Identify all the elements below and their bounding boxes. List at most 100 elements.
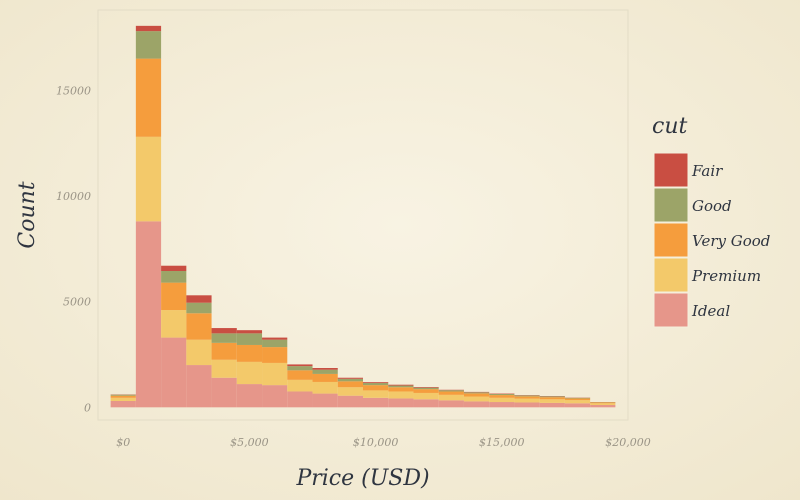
bar-good-bin-16	[514, 395, 540, 397]
bar-ideal-bin-16	[514, 402, 540, 408]
bar-premium-bin-10	[363, 390, 389, 398]
bar-very-good-bin-13	[438, 391, 464, 395]
legend: cut Fair Good Very Good Premium Ideal	[652, 114, 770, 328]
y-axis-title: Count	[15, 181, 40, 248]
legend-swatch-premium	[653, 257, 689, 293]
bar-premium-bin-6	[262, 362, 288, 386]
bar-ideal-bin-1	[135, 221, 162, 408]
bar-premium-bin-9	[337, 387, 363, 396]
bar-premium-bin-12	[413, 392, 439, 400]
bar-very-good-bin-10	[363, 385, 389, 391]
bar-premium-bin-5	[236, 361, 263, 385]
x-tick-label: $5,000	[230, 436, 269, 449]
bar-ideal-bin-4	[211, 377, 237, 408]
bars-layer	[110, 25, 616, 408]
y-tick-label: 10000	[56, 190, 91, 203]
bar-ideal-bin-17	[539, 402, 565, 408]
bar-very-good-bin-4	[211, 342, 237, 360]
bar-premium-bin-18	[564, 400, 591, 404]
bar-premium-bin-8	[312, 381, 338, 394]
bar-ideal-bin-18	[564, 403, 591, 408]
bar-good-bin-10	[363, 383, 389, 386]
bar-very-good-bin-7	[287, 370, 313, 380]
bar-ideal-bin-19	[590, 404, 616, 408]
bar-good-bin-2	[161, 271, 187, 283]
bar-very-good-bin-18	[564, 398, 591, 401]
plot-panel	[97, 9, 629, 421]
bar-ideal-bin-2	[161, 337, 187, 408]
y-tick-label: 0	[84, 401, 91, 414]
bar-good-bin-14	[463, 392, 490, 394]
bar-ideal-bin-8	[312, 393, 338, 408]
bar-premium-bin-17	[539, 399, 565, 403]
bar-fair-bin-12	[413, 387, 439, 388]
y-tick-label: 15000	[56, 84, 91, 97]
bar-ideal-bin-3	[186, 365, 212, 408]
bar-fair-bin-11	[388, 384, 414, 386]
bar-premium-bin-16	[514, 398, 540, 403]
bar-premium-bin-15	[489, 397, 515, 403]
bar-premium-bin-3	[186, 339, 212, 366]
bar-ideal-bin-12	[413, 399, 439, 408]
bar-fair-bin-5	[236, 330, 263, 334]
bar-very-good-bin-0	[110, 395, 136, 398]
bar-good-bin-17	[539, 396, 565, 398]
bar-good-bin-11	[388, 385, 414, 388]
legend-label-fair: Fair	[691, 162, 723, 180]
bar-good-bin-5	[236, 333, 263, 345]
legend-label-very-good: Very Good	[692, 232, 770, 250]
bar-fair-bin-4	[211, 328, 237, 334]
bar-very-good-bin-9	[337, 381, 363, 388]
legend-label-ideal: Ideal	[691, 302, 730, 320]
bar-ideal-bin-0	[110, 400, 136, 408]
bar-fair-bin-2	[161, 265, 187, 272]
x-tick-label: $15,000	[479, 436, 525, 449]
bar-good-bin-0	[110, 394, 136, 396]
bar-ideal-bin-11	[388, 398, 414, 408]
bar-good-bin-12	[413, 387, 439, 390]
bar-good-bin-1	[135, 31, 162, 59]
x-axis-ticks: $0 $5,000 $10,000 $15,000 $20,000	[116, 436, 651, 449]
legend-swatch-ideal	[653, 292, 689, 328]
bar-very-good-bin-6	[262, 347, 288, 363]
bar-fair-bin-1	[135, 25, 162, 32]
bar-ideal-bin-5	[236, 384, 263, 408]
bar-good-bin-15	[489, 394, 515, 396]
bar-premium-bin-13	[438, 394, 464, 401]
bar-fair-bin-8	[312, 368, 338, 370]
legend-swatch-fair	[653, 152, 689, 188]
bar-very-good-bin-11	[388, 387, 414, 392]
bar-good-bin-3	[186, 302, 212, 314]
bar-premium-bin-0	[110, 397, 136, 401]
y-tick-label: 5000	[63, 296, 91, 309]
bar-very-good-bin-3	[186, 313, 212, 340]
bar-ideal-bin-6	[262, 385, 288, 408]
x-tick-label: $20,000	[605, 436, 651, 449]
bar-fair-bin-7	[287, 364, 313, 367]
bar-good-bin-18	[564, 397, 591, 399]
bar-fair-bin-9	[337, 377, 363, 379]
bar-very-good-bin-17	[539, 397, 565, 400]
bar-fair-bin-3	[186, 295, 212, 303]
bar-very-good-bin-8	[312, 373, 338, 382]
bar-good-bin-4	[211, 333, 237, 343]
x-tick-label: $10,000	[353, 436, 399, 449]
bar-ideal-bin-7	[287, 391, 313, 408]
x-axis-title: Price (USD)	[295, 466, 429, 491]
bar-ideal-bin-14	[463, 401, 490, 408]
bar-premium-bin-14	[463, 396, 490, 402]
bar-premium-bin-4	[211, 359, 237, 378]
bar-premium-bin-7	[287, 379, 313, 392]
x-tick-label: $0	[116, 436, 130, 449]
bar-good-bin-8	[312, 369, 338, 374]
bar-very-good-bin-16	[514, 396, 540, 399]
bar-premium-bin-11	[388, 391, 414, 399]
bar-good-bin-13	[438, 390, 464, 392]
bar-very-good-bin-15	[489, 395, 515, 398]
bar-ideal-bin-13	[438, 400, 464, 408]
legend-label-premium: Premium	[691, 267, 761, 285]
bar-very-good-bin-5	[236, 344, 263, 362]
legend-label-good: Good	[692, 197, 732, 215]
bar-good-bin-7	[287, 366, 313, 371]
